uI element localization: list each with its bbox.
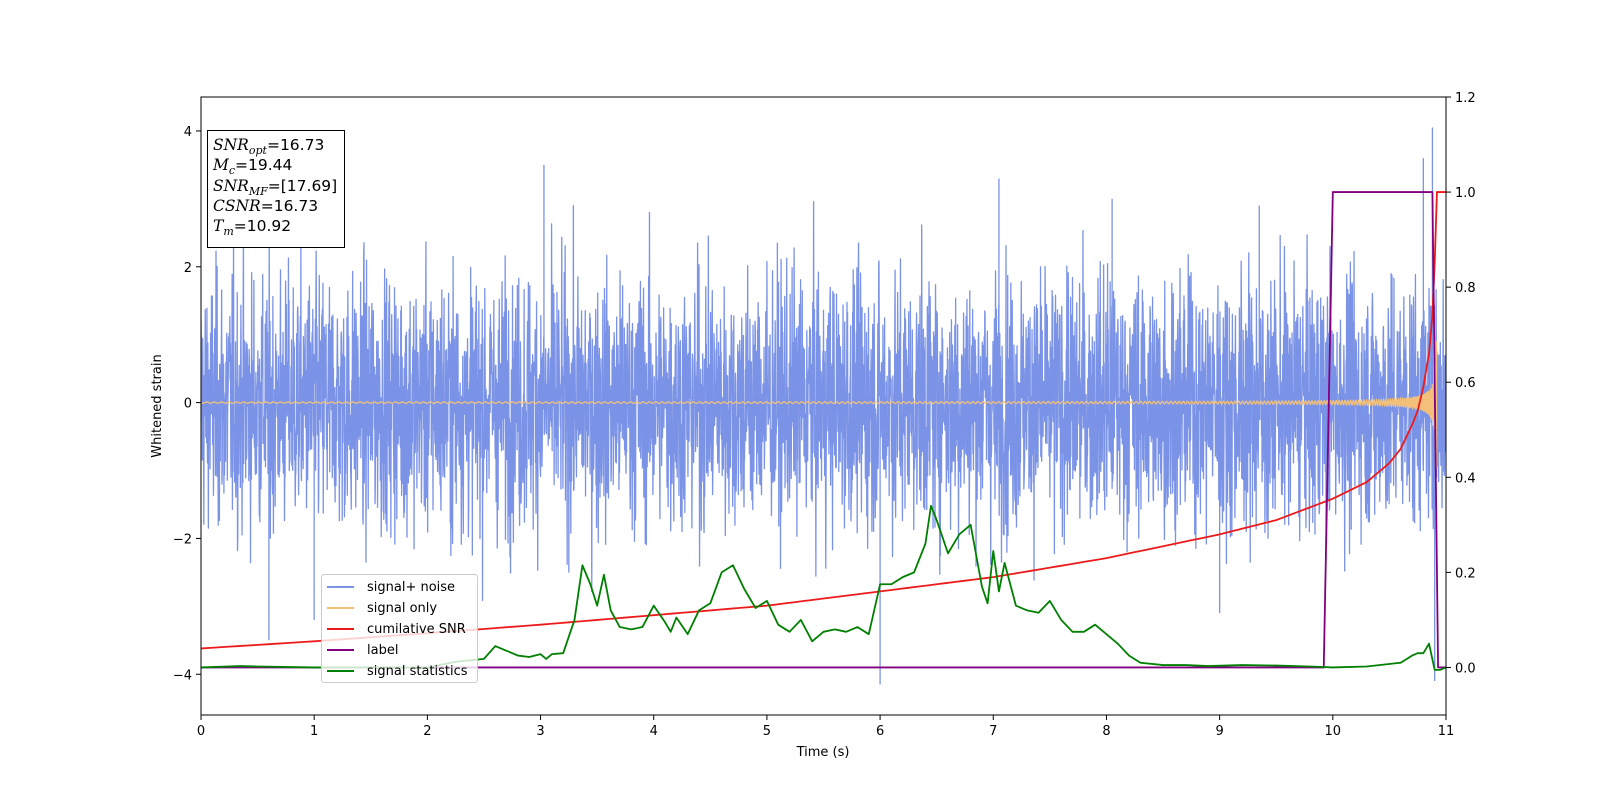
legend-label-signal-noise: signal+ noise	[367, 579, 456, 595]
legend-swatch-signal-statistics	[327, 670, 354, 672]
y-tick-label: 4	[184, 125, 192, 140]
plot-series-layer	[201, 127, 1446, 685]
x-ticks: 0 1 2 3 4 5 6 7 8 9 10 11	[197, 715, 1454, 739]
x-tick-label: 10	[1325, 724, 1342, 739]
annotation-snr-opt: SNRopt=16.73	[213, 136, 325, 158]
legend-label-signal-statistics: signal statistics	[367, 663, 468, 679]
y-tick-label: 2	[184, 261, 192, 276]
y2-tick-label: 0.6	[1455, 376, 1476, 391]
series-signal-statistics-line	[201, 504, 1446, 671]
y-axis-label: Whitened strain	[150, 354, 165, 457]
plot-frame	[200, 96, 1447, 716]
legend-label-signal-only: signal only	[367, 600, 438, 616]
x-tick-label: 8	[1102, 724, 1110, 739]
legend-label-label: label	[367, 642, 399, 658]
x-tick-label: 7	[989, 724, 997, 739]
x-tick-label: 6	[876, 724, 884, 739]
chart-legend: signal+ noise signal only cumilative SNR…	[321, 574, 478, 683]
annotation-chirp-mass: Mc=19.44	[213, 156, 293, 178]
annotation-merger-time: Tm=10.92	[213, 217, 292, 239]
x-tick-label: 3	[536, 724, 544, 739]
x-tick-label: 11	[1438, 724, 1455, 739]
x-axis-label: Time (s)	[796, 745, 850, 760]
y2-tick-label: 0.4	[1455, 471, 1476, 486]
legend-label-cumulative-snr: cumilative SNR	[367, 621, 466, 637]
legend-item-cumulative-snr: cumilative SNR	[322, 619, 466, 639]
metrics-annotation-box: SNRopt=16.73 Mc=19.44 SNRMF=[17.69] CSNR…	[207, 130, 345, 248]
series-signal-only-line	[201, 340, 1438, 468]
legend-item-signal-noise: signal+ noise	[322, 577, 455, 597]
legend-item-label: label	[322, 640, 398, 660]
legend-swatch-cumulative-snr	[327, 628, 354, 630]
legend-swatch-signal-only	[327, 607, 354, 609]
y2-tick-label: 0.0	[1455, 661, 1476, 676]
x-tick-label: 2	[423, 724, 431, 739]
legend-swatch-label	[327, 649, 354, 651]
y2-tick-label: 0.2	[1455, 566, 1476, 581]
x-tick-label: 1	[310, 724, 318, 739]
x-tick-label: 4	[650, 724, 658, 739]
annotation-csnr: CSNR=16.73	[213, 196, 319, 215]
legend-item-signal-only: signal only	[322, 598, 437, 618]
x-tick-label: 0	[197, 724, 205, 739]
x-tick-label: 5	[763, 724, 771, 739]
legend-item-signal-statistics: signal statistics	[322, 661, 468, 681]
y2-tick-label: 1.2	[1455, 91, 1476, 106]
y-tick-label: 0	[184, 397, 192, 412]
annotation-snr-mf: SNRMF=[17.69]	[213, 176, 338, 198]
y2-tick-label: 0.8	[1455, 281, 1476, 296]
y2-ticks: 1.2 1.0 0.8 0.6 0.4 0.2 0.0	[1446, 91, 1476, 676]
series-label-line	[201, 191, 1446, 669]
y-ticks: 4 2 0 −2 −4	[173, 125, 201, 683]
legend-swatch-signal-noise	[327, 586, 354, 588]
y2-tick-label: 1.0	[1455, 186, 1476, 201]
y-tick-label: −4	[173, 668, 192, 683]
x-tick-label: 9	[1215, 724, 1223, 739]
y-tick-label: −2	[173, 532, 192, 547]
